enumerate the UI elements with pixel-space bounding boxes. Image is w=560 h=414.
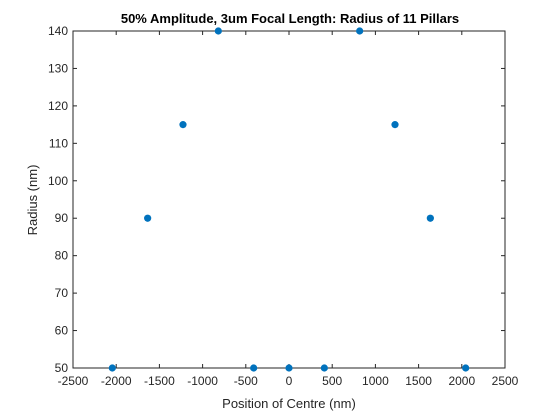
data-point xyxy=(285,364,293,372)
data-point xyxy=(179,121,187,129)
chart-title: 50% Amplitude, 3um Focal Length: Radius … xyxy=(121,11,459,26)
y-tick-label: 70 xyxy=(55,286,69,300)
x-tick-label: 0 xyxy=(286,374,293,388)
data-point xyxy=(250,364,258,372)
data-point xyxy=(144,214,152,222)
x-tick-label: -2500 xyxy=(58,374,89,388)
data-point xyxy=(462,364,470,372)
y-tick-label: 50 xyxy=(55,361,69,375)
y-axis: 50 60 70 80 90 100 110 120 130 140 xyxy=(48,24,505,375)
y-tick-label: 120 xyxy=(48,99,68,113)
data-point xyxy=(320,364,328,372)
x-tick-label: 2000 xyxy=(448,374,475,388)
data-point xyxy=(108,364,116,372)
data-points xyxy=(108,27,470,372)
y-tick-label: 80 xyxy=(55,249,69,263)
data-point xyxy=(356,27,364,35)
x-axis-label: Position of Centre (nm) xyxy=(222,396,356,411)
x-tick-label: 500 xyxy=(322,374,342,388)
x-axis: -2500 -2000 -1500 -1000 -500 0 500 1000 1500 2000… xyxy=(58,31,519,388)
data-point xyxy=(426,214,434,222)
y-tick-label: 130 xyxy=(48,61,68,75)
x-tick-label: -1500 xyxy=(144,374,175,388)
y-tick-label: 140 xyxy=(48,24,68,38)
x-tick-label: 1000 xyxy=(362,374,389,388)
x-tick-label: 1500 xyxy=(405,374,432,388)
data-point xyxy=(391,121,399,129)
x-tick-label: -2000 xyxy=(101,374,132,388)
y-tick-label: 110 xyxy=(49,136,68,150)
x-tick-label: -1000 xyxy=(187,374,218,388)
axes-box xyxy=(72,30,506,369)
y-tick-label: 60 xyxy=(55,324,69,338)
plot-area: -2500 -2000 -1500 -1000 -500 0 500 1000 1500 2000… xyxy=(48,24,519,388)
x-tick-label: -500 xyxy=(234,374,258,388)
y-tick-label: 90 xyxy=(55,211,69,225)
y-axis-label: Radius (nm) xyxy=(25,165,40,236)
data-point xyxy=(214,27,222,35)
y-tick-label: 100 xyxy=(48,174,68,188)
x-tick-label: 2500 xyxy=(492,374,519,388)
